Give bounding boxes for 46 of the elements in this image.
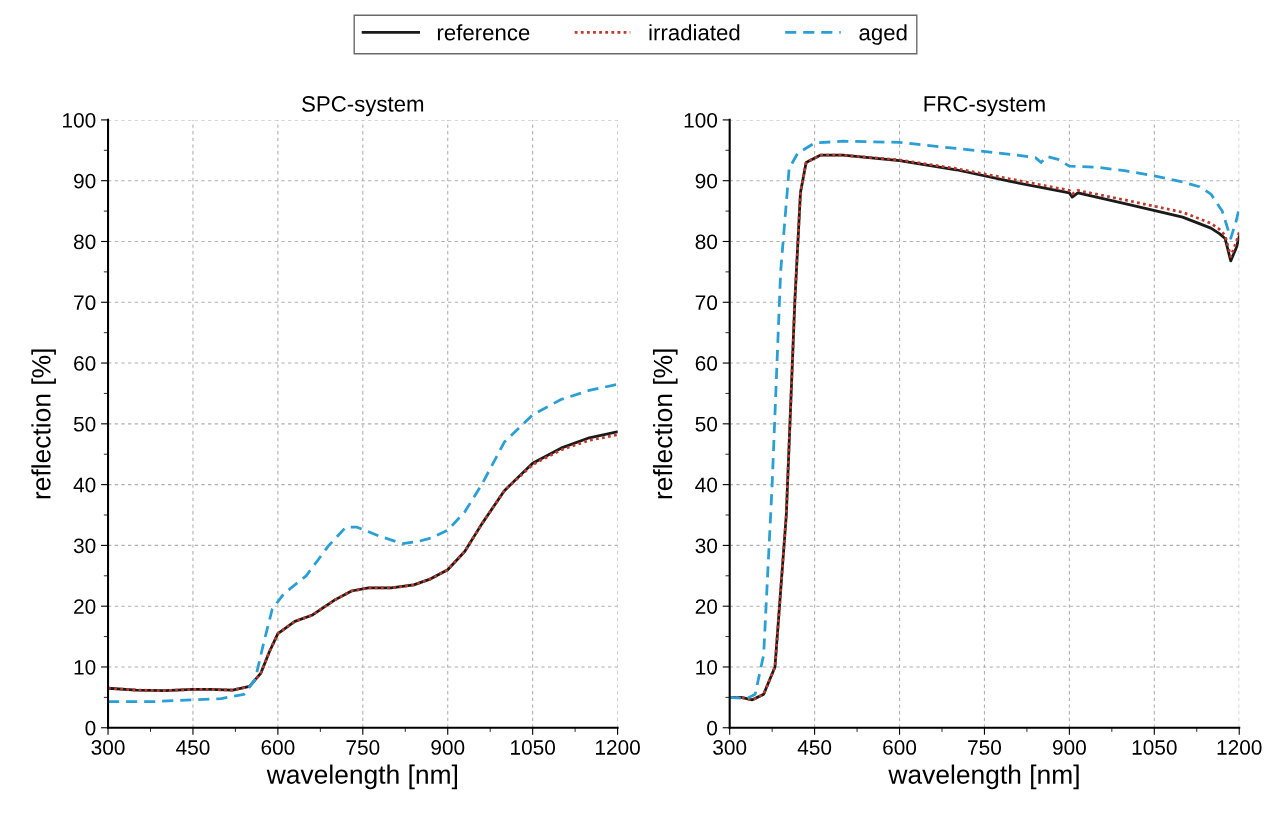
y-tick-label: 100 [63,112,96,128]
x-tick-label: 600 [883,740,917,755]
x-tick-label: 900 [1052,740,1086,755]
y-tick-label: 80 [695,234,718,250]
y-tick-label: 90 [695,173,718,189]
x-axis-title: wavelength [nm] [266,764,458,790]
y-tick-label: 90 [74,173,96,189]
x-tick-label: 750 [346,740,380,755]
line-series [108,382,618,704]
x-tick-label: 1050 [511,740,556,755]
legend-label: irradiated [649,24,740,41]
y-tick-label: 0 [707,720,718,736]
chart-title: SPC-system [302,96,424,117]
x-tick-label: 1200 [1217,740,1262,755]
x-tick-label: 300 [713,740,747,755]
y-axis-title: reflection [%] [652,349,678,499]
x-tick-label: 300 [91,740,125,755]
y-tick-label: 20 [695,599,718,614]
x-tick-label: 1200 [596,740,640,755]
y-tick-label: 60 [74,356,96,371]
y-tick-label: 80 [73,234,96,250]
y-tick-label: 50 [73,416,96,432]
y-tick-label: 50 [695,416,718,432]
x-axis-title: wavelength [nm] [888,764,1079,790]
y-tick-label: 60 [695,356,718,371]
x-tick-label: 900 [431,740,465,755]
y-tick-label: 40 [695,477,718,493]
x-tick-label: 1050 [1132,740,1177,755]
y-tick-label: 30 [695,538,718,554]
x-tick-label: 600 [261,740,295,755]
x-tick-label: 750 [968,740,1002,755]
y-tick-label: 10 [74,659,96,675]
y-tick-label: 70 [74,295,96,311]
x-tick-label: 450 [176,740,210,755]
x-tick-label: 450 [797,740,832,755]
y-tick-label: 10 [696,659,718,675]
legend-label: reference [437,24,530,41]
legend-label: aged [859,24,907,45]
y-tick-label: 40 [73,477,96,493]
y-tick-label: 30 [73,538,96,554]
y-tick-label: 20 [74,599,96,614]
y-tick-label: 70 [695,295,718,311]
y-tick-label: 0 [85,720,96,736]
chart-title: FRC-system [924,96,1045,117]
y-tick-label: 100 [684,112,718,128]
y-axis-title: reflection [%] [31,349,56,499]
